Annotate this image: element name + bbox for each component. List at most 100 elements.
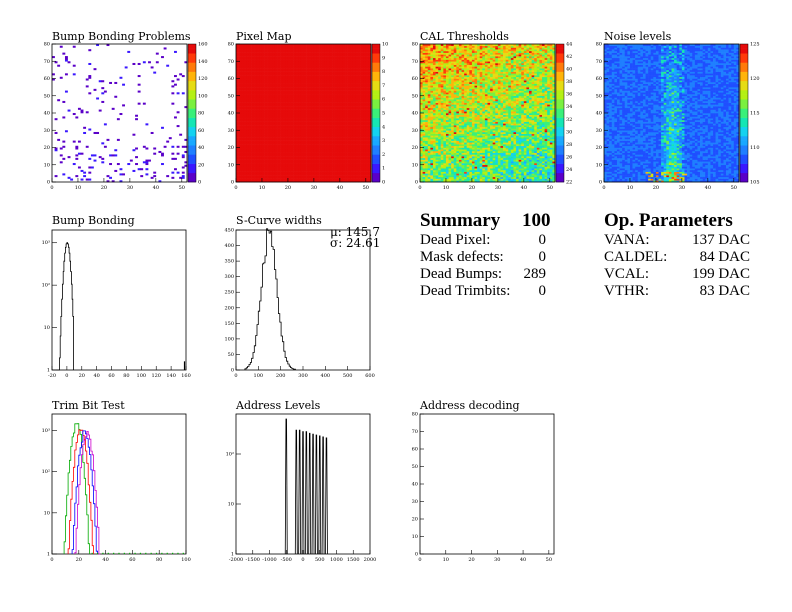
heatmap-cell bbox=[127, 50, 131, 53]
heatmap-cell bbox=[259, 49, 263, 52]
heatmap-cell bbox=[422, 47, 426, 50]
heatmap-cell bbox=[316, 80, 320, 83]
heatmap-cell bbox=[311, 159, 315, 162]
heatmap-cell bbox=[339, 87, 343, 90]
heatmap-cell bbox=[422, 59, 426, 62]
heatmap-cell bbox=[430, 44, 434, 47]
heatmap-cell bbox=[295, 102, 299, 105]
heatmap-cell bbox=[137, 102, 141, 105]
heatmap-cell bbox=[345, 166, 348, 169]
heatmap-cell bbox=[64, 59, 68, 62]
heatmap-cell bbox=[287, 175, 291, 178]
heatmap-cell bbox=[272, 71, 276, 74]
heatmap-cell bbox=[319, 92, 322, 95]
heatmap-cell bbox=[365, 142, 369, 145]
heatmap-cell bbox=[251, 90, 255, 93]
heatmap-cell bbox=[287, 126, 291, 129]
heatmap-cell bbox=[298, 90, 302, 93]
heatmap-cell bbox=[329, 175, 333, 178]
heatmap-cell bbox=[272, 118, 276, 121]
heatmap-cell bbox=[352, 88, 356, 91]
heatmap-cell bbox=[363, 147, 367, 150]
heatmap-cell bbox=[313, 111, 317, 114]
heatmap-cell bbox=[352, 69, 356, 72]
heatmap-cell bbox=[261, 54, 265, 57]
heatmap-cell bbox=[246, 157, 250, 160]
heatmap-cell bbox=[298, 83, 302, 86]
heatmap-cell bbox=[248, 130, 252, 133]
heatmap-cell bbox=[350, 114, 354, 117]
heatmap-cell bbox=[277, 95, 281, 98]
heatmap-cell bbox=[282, 107, 286, 110]
heatmap-cell bbox=[306, 145, 309, 148]
heatmap-cell bbox=[363, 111, 367, 114]
heatmap-cell bbox=[269, 66, 273, 69]
heatmap-cell bbox=[306, 68, 309, 71]
heatmap-cell bbox=[368, 52, 372, 55]
heatmap-cell bbox=[261, 123, 265, 126]
heatmap-cell bbox=[261, 80, 265, 83]
heatmap-cell bbox=[280, 156, 284, 159]
heatmap-cell bbox=[321, 90, 325, 93]
heatmap-cell bbox=[329, 45, 333, 48]
heatmap-cell bbox=[241, 62, 245, 65]
heatmap-cell bbox=[342, 88, 346, 91]
heatmap-cell bbox=[358, 147, 361, 150]
heatmap-cell bbox=[368, 118, 372, 121]
heatmap-cell bbox=[358, 159, 361, 162]
heatmap-cell bbox=[269, 157, 273, 160]
heatmap-cell bbox=[277, 147, 281, 150]
heatmap-cell bbox=[238, 90, 242, 93]
heatmap-cell bbox=[248, 62, 252, 65]
heatmap-cell bbox=[269, 61, 273, 64]
heatmap-cell bbox=[287, 130, 291, 133]
heatmap-cell bbox=[303, 173, 307, 176]
heatmap-cell bbox=[363, 123, 367, 126]
heatmap-cell bbox=[345, 119, 348, 122]
heatmap-cell bbox=[179, 176, 183, 179]
heatmap-cell bbox=[347, 150, 351, 153]
heatmap-cell bbox=[264, 178, 268, 181]
heatmap-cell bbox=[246, 126, 250, 129]
heatmap-cell bbox=[358, 44, 361, 47]
heatmap-cell bbox=[425, 180, 429, 183]
heatmap-cell bbox=[238, 135, 242, 138]
heatmap-cell bbox=[135, 118, 138, 121]
heatmap-cell bbox=[282, 131, 286, 134]
heatmap-cell bbox=[248, 66, 252, 69]
heatmap-cell bbox=[332, 138, 335, 141]
heatmap-cell bbox=[298, 118, 302, 121]
heatmap-cell bbox=[238, 69, 242, 72]
heatmap-cell bbox=[339, 102, 343, 105]
heatmap-cell bbox=[272, 97, 276, 100]
heatmap-cell bbox=[259, 100, 263, 103]
heatmap-cell bbox=[259, 142, 263, 145]
heatmap-cell bbox=[432, 71, 436, 74]
heatmap-cell bbox=[337, 88, 341, 91]
heatmap-cell bbox=[425, 123, 429, 126]
heatmap-cell bbox=[238, 130, 242, 133]
heatmap-cell bbox=[254, 81, 258, 84]
heatmap-cell bbox=[332, 140, 335, 143]
heatmap-cell bbox=[321, 173, 325, 176]
heatmap-cell bbox=[347, 125, 351, 128]
heatmap-cell bbox=[274, 87, 278, 90]
palette-cell bbox=[372, 94, 380, 100]
heatmap-cell bbox=[59, 161, 63, 164]
heatmap-cell bbox=[326, 73, 330, 76]
heatmap-cell bbox=[308, 171, 312, 174]
heatmap-cell bbox=[293, 64, 297, 67]
heatmap-cell bbox=[241, 175, 245, 178]
heatmap-cell bbox=[355, 135, 359, 138]
heatmap-cell bbox=[261, 68, 265, 71]
heatmap-cell bbox=[339, 104, 343, 107]
heatmap-cell bbox=[280, 152, 284, 155]
heatmap-cell bbox=[267, 142, 271, 145]
heatmap-cell bbox=[337, 128, 341, 131]
heatmap-cell bbox=[311, 126, 315, 129]
heatmap-cell bbox=[259, 57, 263, 60]
heatmap-cell bbox=[300, 104, 304, 107]
heatmap-cell bbox=[272, 176, 276, 179]
heatmap-cell bbox=[254, 52, 258, 55]
heatmap-cell bbox=[337, 64, 341, 67]
